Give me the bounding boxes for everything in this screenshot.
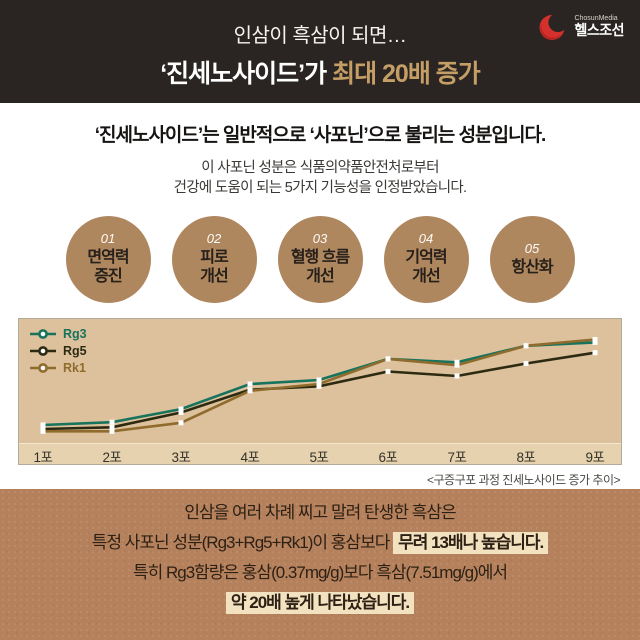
benefit-number: 04	[418, 231, 434, 247]
x-axis-label: 7포	[447, 449, 467, 465]
legend-marker-icon	[30, 346, 56, 356]
header-title-line2-white: ‘진세노사이드’가	[160, 60, 333, 88]
x-axis-label: 2포	[102, 449, 122, 465]
x-axis-label: 9포	[585, 449, 605, 465]
intro-subtitle-line1: 이 사포닌 성분은 식품의약품안전처로부터	[201, 160, 439, 176]
header: 인삼이 흑삼이 되면… ‘진세노사이드’가 최대 20배 증가 ChosunMe…	[0, 0, 640, 103]
x-axis-label: 6포	[378, 449, 398, 465]
footer-line4: 약 20배 높게 나타났습니다.	[0, 591, 640, 615]
legend-item-rg5: Rg5	[29, 343, 87, 360]
chart-caption: <구증구포 과정 진세노사이드 증가 추이>	[427, 472, 621, 487]
benefit-label: 면역력 증진	[87, 249, 129, 286]
chosun-crescent-icon	[539, 12, 569, 41]
legend-item-rk1: Rk1	[29, 360, 87, 377]
x-axis-label: 4포	[240, 449, 260, 465]
footer-line2-normal: 특정 사포닌 성분(Rg3+Rg5+Rk1)이 홍삼보다	[91, 532, 394, 552]
header-title-line2: ‘진세노사이드’가 최대 20배 증가	[160, 54, 481, 90]
benefit-number: 02	[206, 231, 222, 247]
benefit-label: 피로 개선	[200, 249, 228, 286]
chart-plot-area: Rg3 Rg5 Rk1	[19, 318, 621, 443]
brand-small-label: ChosunMedia	[574, 14, 618, 22]
x-axis-label: 1포	[33, 449, 53, 465]
x-axis-label: 3포	[171, 449, 191, 465]
chart-svg	[40, 336, 598, 434]
benefit-circle-fatigue: 02 피로 개선	[171, 215, 257, 303]
brand-logo: ChosunMedia 헬스조선	[538, 11, 624, 42]
benefit-number: 03	[312, 231, 328, 247]
x-axis-label: 8포	[516, 449, 536, 465]
benefit-number: 05	[524, 240, 540, 256]
benefits-row: 01 면역력 증진 02 피로 개선 03 혈행 흐름 개선 04	[0, 215, 640, 303]
footer-line1: 인삼을 여러 차례 찌고 말려 탄생한 흑삼은	[184, 503, 456, 522]
chart-legend: Rg3 Rg5 Rk1	[29, 326, 87, 377]
main-content: ‘진세노사이드’는 일반적으로 ‘사포닌’으로 불리는 성분입니다. 이 사포닌…	[0, 103, 640, 489]
benefit-label: 기억력 개선	[405, 249, 447, 286]
benefit-label: 혈행 흐름 개선	[290, 249, 350, 286]
intro-title: ‘진세노사이드’는 일반적으로 ‘사포닌’으로 불리는 성분입니다.	[94, 125, 547, 146]
header-title-line1: 인삼이 흑삼이 되면…	[233, 25, 407, 47]
footer-highlight-13x: 무려 13배나 높습니다.	[393, 531, 549, 554]
legend-marker-icon	[30, 363, 56, 373]
legend-item-rg3: Rg3	[29, 326, 87, 343]
intro-subtitle-line2: 건강에 도움이 되는 5가지 기능성을 인정받았습니다.	[173, 180, 467, 197]
header-title-line2-accent: 최대 20배 증가	[332, 60, 481, 88]
x-axis: 1포 2포 3포 4포 5포 6포 7포 8포 9포	[19, 442, 621, 465]
benefit-circle-immunity: 01 면역력 증진	[65, 215, 151, 303]
x-axis-label: 5포	[309, 449, 329, 465]
benefit-label: 항산화	[511, 258, 553, 276]
benefit-circle-antioxidant: 05 항산화	[489, 215, 575, 303]
footer-line2: 특정 사포닌 성분(Rg3+Rg5+Rk1)이 홍삼보다 무려 13배나 높습니…	[0, 531, 640, 555]
footer-highlight-20x: 약 20배 높게 나타났습니다.	[225, 591, 415, 614]
benefit-number: 01	[100, 231, 116, 247]
footer-line3: 특히 Rg3함량은 홍삼(0.37mg/g)보다 흑삼(7.51mg/g)에서	[132, 562, 508, 582]
legend-marker-icon	[30, 329, 56, 339]
footer-summary: 인삼을 여러 차례 찌고 말려 탄생한 흑삼은 특정 사포닌 성분(Rg3+Rg…	[0, 489, 640, 640]
brand-name-label: 헬스조선	[574, 21, 624, 38]
benefit-circle-blood-flow: 03 혈행 흐름 개선	[277, 215, 363, 303]
brand-text: ChosunMedia 헬스조선	[574, 15, 624, 38]
line-chart: Rg3 Rg5 Rk1 1포 2포 3포 4포 5포 6포 7포 8포 9포	[18, 317, 622, 465]
benefit-circle-memory: 04 기억력 개선	[383, 215, 469, 303]
intro-subtitle: 이 사포닌 성분은 식품의약품안전처로부터 건강에 도움이 되는 5가지 기능성…	[0, 158, 640, 199]
